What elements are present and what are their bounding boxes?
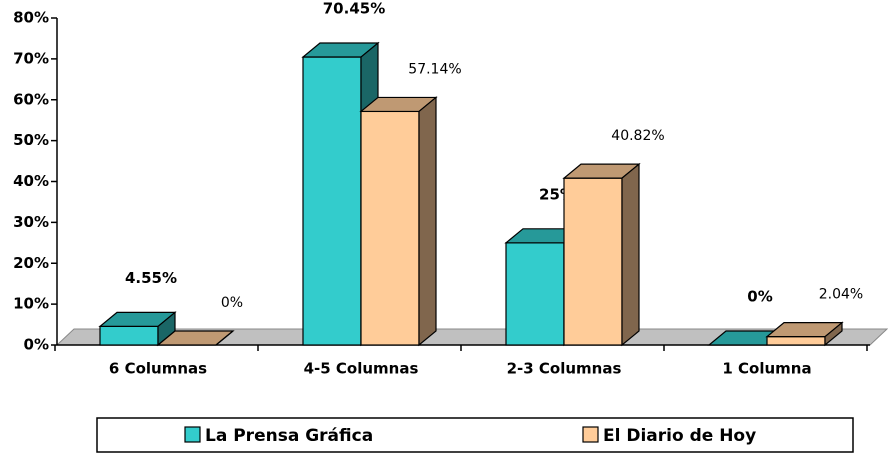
legend-swatch bbox=[184, 426, 201, 443]
bar-front bbox=[766, 336, 826, 346]
y-tick-label: 20% bbox=[13, 254, 49, 272]
x-tick-label: 2-3 Columnas bbox=[507, 360, 622, 378]
bar-side bbox=[621, 162, 640, 347]
bar-front bbox=[302, 56, 362, 346]
y-tick-label: 0% bbox=[24, 336, 49, 354]
x-tick-label: 1 Columna bbox=[722, 360, 811, 378]
legend-label: La Prensa Gráfica bbox=[205, 426, 373, 446]
x-tick-label: 6 Columnas bbox=[109, 360, 207, 378]
y-tick-label: 80% bbox=[13, 9, 49, 27]
y-tick-label: 70% bbox=[13, 49, 49, 67]
y-tick-label: 40% bbox=[13, 172, 49, 190]
value-label: 40.82% bbox=[611, 128, 664, 144]
value-label: 2.04% bbox=[819, 287, 863, 303]
x-tick-label: 4-5 Columnas bbox=[304, 360, 419, 378]
bar-side bbox=[418, 96, 437, 347]
bar-front bbox=[99, 325, 159, 346]
value-label: 0% bbox=[221, 295, 243, 311]
value-label: 57.14% bbox=[408, 61, 461, 77]
legend-label: El Diario de Hoy bbox=[603, 426, 756, 446]
value-label: 4.55% bbox=[125, 269, 177, 287]
y-tick-label: 50% bbox=[13, 131, 49, 149]
legend-box bbox=[96, 417, 854, 453]
bar-front bbox=[505, 242, 565, 346]
y-tick-label: 10% bbox=[13, 295, 49, 313]
y-tick-label: 30% bbox=[13, 213, 49, 231]
value-label: 0% bbox=[747, 288, 772, 306]
y-tick-label: 60% bbox=[13, 90, 49, 108]
bar-side bbox=[215, 330, 234, 346]
legend-swatch bbox=[582, 426, 599, 443]
bar-front bbox=[360, 110, 420, 346]
bar-front bbox=[563, 177, 623, 346]
value-label: 70.45% bbox=[323, 0, 385, 18]
bar-side bbox=[824, 321, 843, 347]
